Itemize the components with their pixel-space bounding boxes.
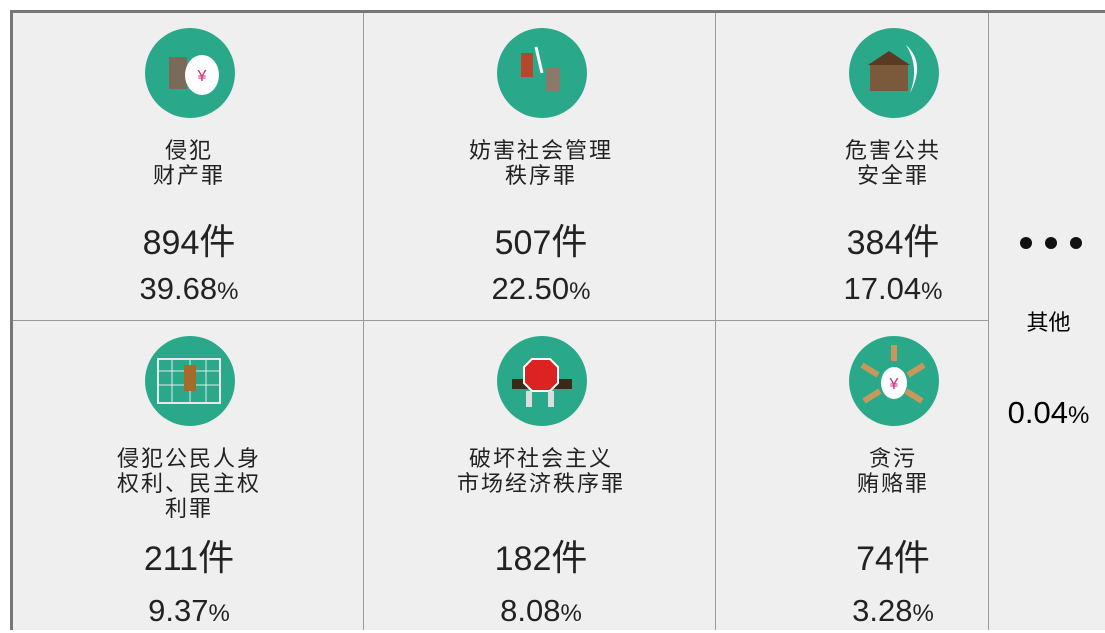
count-value: 182 [495, 540, 552, 578]
count-unit: 件 [199, 222, 235, 262]
label-line: 权利、民主权 [13, 471, 365, 496]
icon: ¥ [144, 27, 236, 119]
percent-value: 3.28 [852, 593, 912, 628]
crime-label: 贪污贿赂罪 [717, 446, 1069, 496]
crime-label: 侵犯公民人身权利、民主权利罪 [13, 446, 365, 521]
percent-unit: % [1068, 402, 1089, 429]
crime-cell: 侵犯公民人身权利、民主权利罪 211件 9.37% [13, 321, 365, 629]
case-count: 182件 [365, 529, 717, 581]
crime-label: 危害公共安全罪 [717, 138, 1069, 188]
percent-value: 17.04 [844, 271, 922, 306]
case-percent: 22.50% [365, 271, 717, 307]
percent-unit: % [921, 278, 942, 305]
case-percent: 39.68% [13, 271, 365, 307]
label-line: 安全罪 [717, 163, 1069, 188]
label-line: 贪污 [717, 446, 1069, 471]
label-line: 财产罪 [13, 163, 365, 188]
label-line: 市场经济秩序罪 [365, 471, 717, 496]
crime-label: 侵犯财产罪 [13, 138, 365, 188]
percent-value: 39.68 [140, 271, 218, 306]
label-line: 侵犯公民人身 [13, 446, 365, 471]
svg-text:¥: ¥ [197, 68, 207, 85]
percent-unit: % [569, 278, 590, 305]
label-line: 妨害社会管理 [365, 138, 717, 163]
case-count: 507件 [365, 213, 717, 265]
count-unit: 件 [894, 538, 930, 578]
crime-cell: ¥ 侵犯财产罪 894件 39.68% [13, 13, 365, 321]
label-line: 危害公共 [717, 138, 1069, 163]
label-line: 贿赂罪 [717, 471, 1069, 496]
case-count: 894件 [13, 213, 365, 265]
case-percent: 17.04% [717, 271, 1069, 307]
count-value: 384 [847, 224, 904, 262]
count-unit: 件 [903, 222, 939, 262]
count-value: 74 [856, 540, 894, 578]
crime-cell: 危害公共安全罪 384件 17.04% [717, 13, 1069, 321]
count-value: 894 [143, 224, 200, 262]
label-line: 秩序罪 [365, 163, 717, 188]
percent-unit: % [561, 600, 582, 627]
icon: ¥ [848, 335, 940, 427]
count-unit: 件 [551, 222, 587, 262]
icon [144, 335, 236, 427]
icon [848, 27, 940, 119]
case-percent: 3.28% [717, 593, 1069, 629]
label-line: 利罪 [13, 496, 365, 521]
crime-cell: ¥ 贪污贿赂罪 74件 3.28% [717, 321, 1069, 629]
crime-label: 妨害社会管理秩序罪 [365, 138, 717, 188]
svg-text:¥: ¥ [889, 376, 899, 393]
icon [496, 335, 588, 427]
label-line: 侵犯 [13, 138, 365, 163]
percent-unit: % [217, 278, 238, 305]
count-value: 507 [495, 224, 552, 262]
crime-cell: 破坏社会主义市场经济秩序罪 182件 8.08% [365, 321, 717, 629]
percent-value: 9.37 [148, 593, 208, 628]
percent-unit: % [209, 600, 230, 627]
crime-label: 破坏社会主义市场经济秩序罪 [365, 446, 717, 496]
case-count: 384件 [717, 213, 1069, 265]
case-percent: 8.08% [365, 593, 717, 629]
crime-cell: 妨害社会管理秩序罪 507件 22.50% [365, 13, 717, 321]
case-count: 74件 [717, 529, 1069, 581]
case-percent: 9.37% [13, 593, 365, 629]
label-line: 破坏社会主义 [365, 446, 717, 471]
percent-value: 22.50 [492, 271, 570, 306]
count-unit: 件 [551, 538, 587, 578]
count-value: 211 [144, 540, 198, 578]
percent-value: 8.08 [500, 593, 560, 628]
icon [496, 27, 588, 119]
case-count: 211件 [13, 529, 365, 581]
percent-unit: % [913, 600, 934, 627]
count-unit: 件 [198, 538, 234, 578]
